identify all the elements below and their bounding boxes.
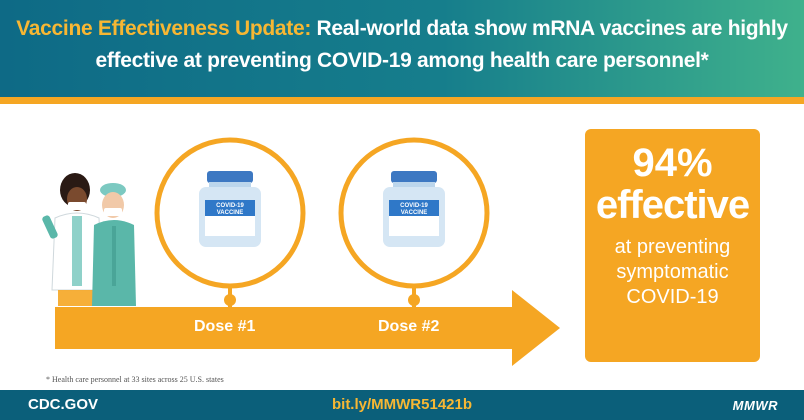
dose1-label: Dose #1: [194, 318, 256, 335]
header-accent-bar: [0, 97, 804, 104]
dose2-label: Dose #2: [378, 318, 440, 335]
dose2-vaccine-vial-icon: [338, 137, 490, 289]
stat-description: at preventing symptomatic COVID-19: [585, 235, 760, 310]
stat-effective-word: effective: [595, 183, 750, 227]
effectiveness-stat-box: 94% effective at preventing symptomatic …: [585, 129, 760, 362]
dose1-vaccine-vial-icon: [154, 137, 306, 289]
footer-mmwr-logo: MMWR: [732, 398, 778, 413]
title-line1: Real-world data show mRNA vaccines are h…: [311, 17, 789, 40]
header-banner: [0, 0, 804, 97]
healthcare-workers-illustration: [42, 173, 136, 306]
page-title: Vaccine Effectiveness Update: Real-world…: [0, 13, 804, 77]
timeline-arrow: [55, 290, 560, 366]
stat-line1: at preventing: [614, 236, 731, 258]
footer-short-link[interactable]: bit.ly/MMWR51421b: [331, 396, 473, 413]
footer-bar: bit.ly/MMWR51421b CDC.GOV MMWR: [0, 390, 804, 420]
title-line2: effective at preventing COVID-19 among h…: [95, 49, 709, 72]
stat-line2: symptomatic: [616, 261, 729, 283]
stat-percent: 94%: [632, 141, 713, 185]
footer-cdc-link[interactable]: CDC.GOV: [28, 396, 99, 413]
footnote: * Health care personnel at 33 sites acro…: [46, 375, 224, 384]
stat-line3: COVID-19: [626, 286, 719, 308]
title-highlight: Vaccine Effectiveness Update:: [16, 17, 312, 40]
dose1-vial-label: COVID-19 VACCINE: [216, 203, 244, 216]
dose2-vial-label: COVID-19 VACCINE: [400, 203, 428, 216]
